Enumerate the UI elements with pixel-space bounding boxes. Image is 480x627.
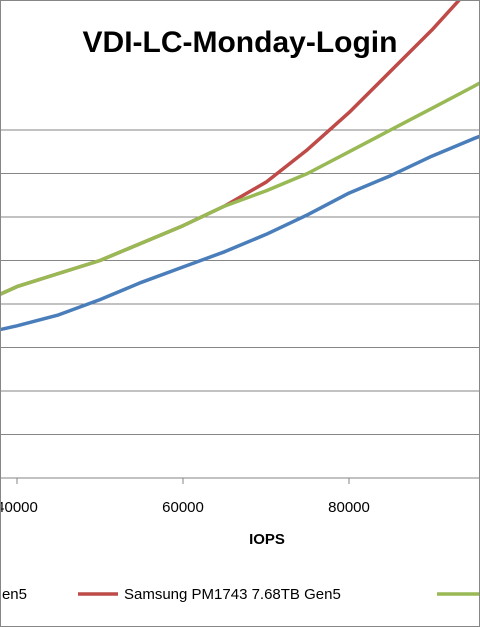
legend-label-1: Gen5	[0, 586, 27, 603]
chart-title: VDI-LC-Monday-Login	[83, 26, 398, 59]
gridlines	[0, 129, 480, 435]
series-layer	[0, 0, 480, 332]
legend: Gen5 Samsung PM1743 7.68TB Gen5	[0, 586, 480, 603]
x-axis-ticks: 40000 60000 80000	[0, 478, 370, 516]
x-tick-label: 60000	[162, 499, 204, 516]
legend-label-2: Samsung PM1743 7.68TB Gen5	[124, 586, 341, 603]
x-tick-label: 40000	[0, 499, 38, 516]
series-line-3	[0, 80, 480, 297]
x-tick-label: 80000	[328, 499, 370, 516]
series-line-1	[0, 134, 480, 332]
x-axis-title: IOPS	[249, 531, 285, 548]
